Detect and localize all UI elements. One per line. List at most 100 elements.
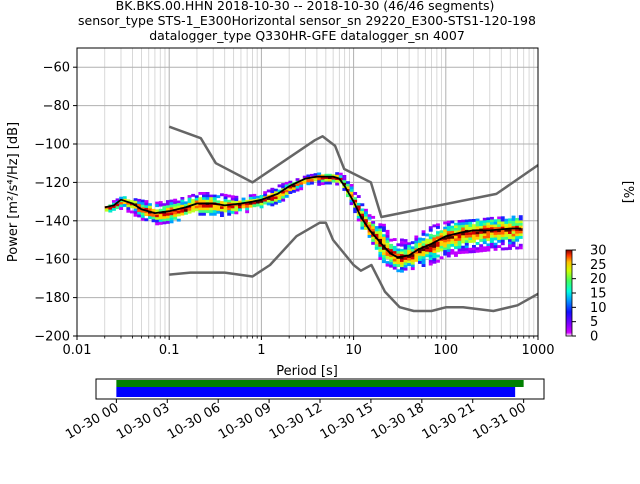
psd-cell bbox=[461, 250, 466, 254]
psd-cell bbox=[497, 221, 502, 225]
psd-cell bbox=[202, 194, 206, 198]
psd-cell bbox=[446, 223, 451, 227]
psd-cell bbox=[187, 197, 192, 201]
psd-cell bbox=[461, 237, 466, 241]
psd-cell bbox=[335, 182, 340, 186]
psd-cell bbox=[155, 219, 160, 223]
psd-cell bbox=[508, 218, 512, 222]
psd-cell bbox=[169, 199, 174, 203]
psd-cell bbox=[346, 181, 350, 185]
psd-cell bbox=[396, 248, 401, 252]
psd-cell bbox=[270, 198, 275, 202]
psd-cell bbox=[464, 224, 469, 228]
x-tick-label: 1 bbox=[257, 343, 265, 358]
psd-cell bbox=[198, 199, 203, 203]
psd-cell bbox=[443, 229, 448, 233]
psd-cell bbox=[450, 236, 455, 239]
psd-cell bbox=[277, 197, 282, 201]
psd-cell bbox=[230, 210, 235, 214]
psd-cell bbox=[410, 264, 415, 268]
psd-cell bbox=[432, 250, 437, 254]
psd-cell bbox=[450, 238, 455, 242]
psd-cell bbox=[162, 216, 167, 220]
psd-cell bbox=[263, 191, 268, 195]
psd-cell bbox=[324, 173, 329, 177]
psd-cell bbox=[342, 188, 347, 191]
psd-cell bbox=[443, 239, 448, 243]
psd-cell bbox=[299, 184, 304, 188]
psd-cell bbox=[223, 196, 228, 200]
psd-cell bbox=[108, 207, 113, 210]
psd-cell bbox=[220, 211, 224, 215]
psd-cell bbox=[166, 213, 170, 216]
coverage-bar-blue bbox=[116, 387, 516, 397]
psd-cell bbox=[374, 239, 379, 242]
psd-cell bbox=[457, 243, 462, 247]
psd-cell bbox=[266, 202, 271, 206]
psd-cell bbox=[230, 208, 235, 212]
time-tick-label: 10-30 18 bbox=[369, 400, 427, 442]
psd-cell bbox=[342, 175, 347, 178]
psd-cell bbox=[169, 207, 174, 211]
psd-cell bbox=[439, 235, 444, 239]
psd-cell bbox=[331, 179, 336, 183]
x-tick-label: 0.1 bbox=[159, 343, 180, 358]
x-tick-label: 100 bbox=[433, 343, 458, 358]
psd-cell bbox=[436, 254, 440, 258]
psd-cell bbox=[248, 199, 253, 203]
psd-cell bbox=[295, 188, 300, 192]
psd-cell bbox=[148, 216, 152, 220]
psd-cell bbox=[364, 219, 368, 223]
psd-cell bbox=[263, 199, 268, 202]
psd-cell bbox=[158, 203, 163, 207]
psd-cell bbox=[396, 253, 401, 257]
psd-cell bbox=[508, 228, 512, 232]
psd-cell bbox=[482, 225, 487, 229]
psd-cell bbox=[194, 195, 199, 199]
psd-cell bbox=[396, 261, 401, 265]
psd-cell bbox=[155, 209, 160, 213]
psd-cell bbox=[436, 246, 440, 250]
psd-cell bbox=[454, 225, 458, 229]
psd-cell bbox=[130, 205, 134, 209]
psd-cell bbox=[274, 199, 278, 202]
psd-cell bbox=[436, 249, 440, 253]
psd-cell bbox=[518, 233, 523, 237]
psd-cell bbox=[234, 211, 239, 215]
psd-cell bbox=[180, 197, 185, 200]
psd-cell bbox=[464, 248, 469, 251]
psd-cell bbox=[382, 255, 386, 258]
psd-cell bbox=[436, 236, 440, 240]
psd-cell bbox=[371, 239, 376, 243]
psd-cell bbox=[421, 243, 426, 247]
psd-cell bbox=[479, 231, 484, 235]
psd-cell bbox=[385, 237, 390, 241]
psd-cell bbox=[504, 247, 509, 251]
psd-cell bbox=[403, 267, 408, 271]
psd-cell bbox=[493, 232, 498, 236]
y-tick-label: −140 bbox=[34, 214, 70, 229]
psd-cell bbox=[490, 242, 494, 246]
psd-cell bbox=[414, 258, 419, 262]
psd-cell bbox=[281, 190, 286, 194]
psd-cell bbox=[158, 221, 163, 225]
psd-cell bbox=[371, 228, 376, 232]
psd-cell bbox=[259, 200, 264, 204]
psd-cell bbox=[511, 231, 516, 235]
psd-cell bbox=[349, 186, 354, 190]
psd-cell bbox=[490, 240, 494, 244]
psd-cell bbox=[490, 232, 494, 236]
psd-cell bbox=[324, 181, 329, 185]
psd-cell bbox=[360, 211, 365, 214]
psd-cell bbox=[450, 230, 455, 234]
psd-cell bbox=[479, 233, 484, 237]
psd-cell bbox=[227, 210, 232, 214]
x-axis-ticks: 0.01 0.1 1 10 100 1000 bbox=[63, 336, 555, 358]
psd-cell bbox=[410, 254, 415, 258]
psd-cell bbox=[385, 253, 390, 257]
psd-cell bbox=[371, 226, 376, 230]
psd-cell bbox=[194, 208, 199, 212]
psd-cell bbox=[252, 193, 257, 197]
psd-cell bbox=[356, 215, 361, 219]
psd-cell bbox=[374, 246, 379, 250]
